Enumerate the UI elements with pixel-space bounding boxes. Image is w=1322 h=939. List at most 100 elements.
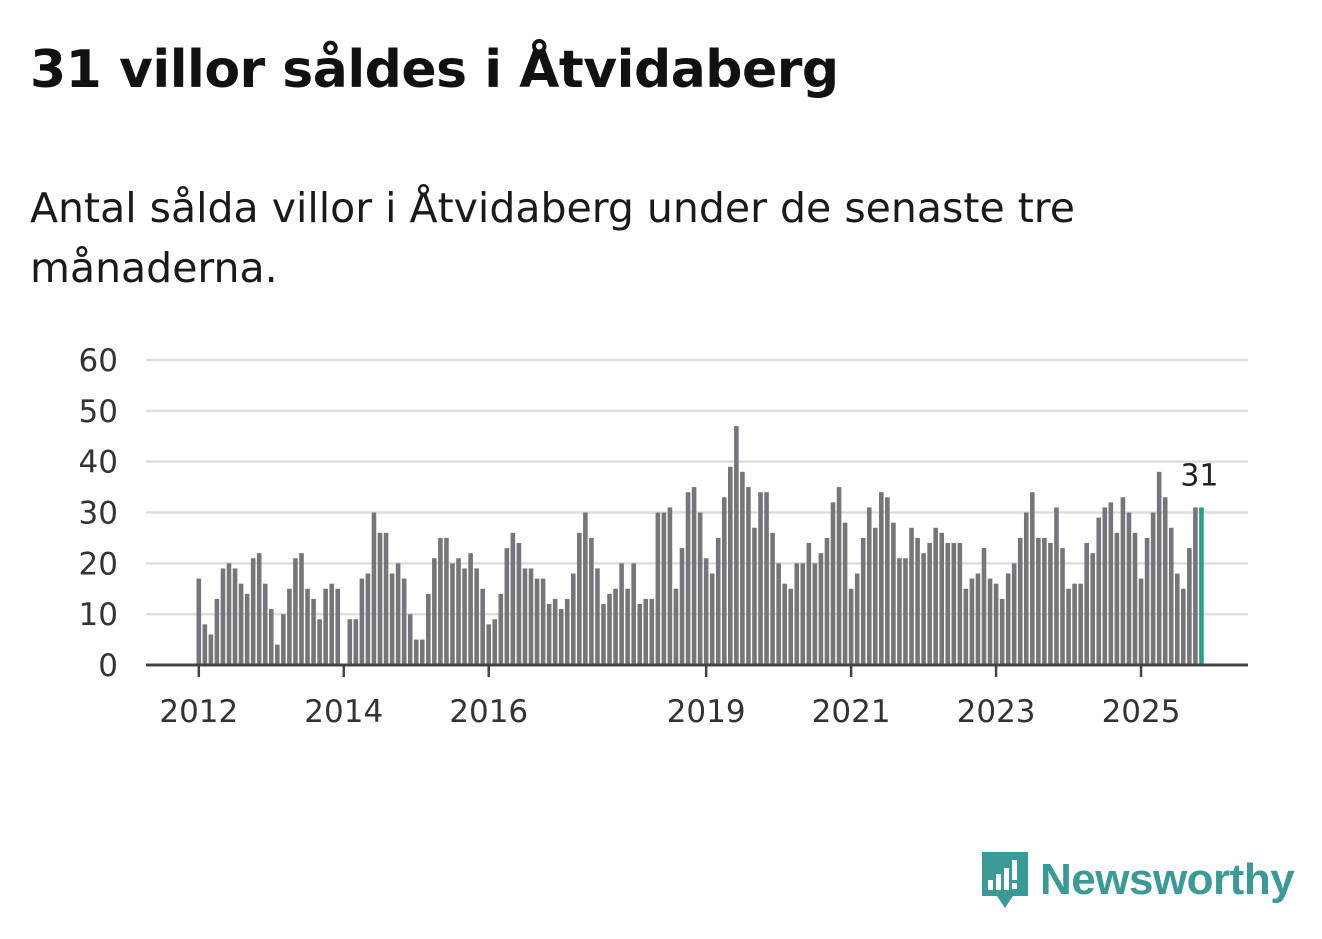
newsworthy-logo: Newsworthy	[980, 850, 1295, 910]
x-tick-label: 2012	[159, 694, 238, 730]
y-tick-label: 50	[79, 394, 118, 430]
bar	[631, 563, 636, 665]
bar	[1084, 543, 1089, 665]
chart-subtitle: Antal sålda villor i Åtvidaberg under de…	[30, 184, 1075, 292]
bar	[709, 573, 715, 665]
x-tick-label: 2016	[449, 694, 528, 730]
y-tick-label: 20	[79, 546, 118, 582]
bar	[643, 598, 649, 665]
bar	[1060, 548, 1065, 665]
bar	[238, 583, 244, 665]
bar	[788, 588, 794, 665]
bar	[486, 624, 492, 665]
bars	[196, 426, 1204, 665]
y-axis-labels: 0 10 20 30 40 50 60	[79, 343, 118, 684]
bar	[885, 497, 890, 665]
x-tick-label: 2021	[812, 694, 891, 730]
bar	[909, 527, 914, 665]
bar	[480, 588, 485, 665]
bar	[981, 548, 987, 665]
bar	[1066, 588, 1071, 665]
bar	[963, 588, 969, 665]
bar	[522, 568, 528, 665]
bar	[607, 593, 612, 665]
bar	[721, 497, 727, 665]
bar	[903, 558, 908, 665]
bar	[1156, 471, 1162, 665]
bar	[383, 532, 389, 665]
x-axis-labels: 2012 2014 2016 2019 2021 2023 2025	[159, 694, 1180, 730]
bar	[1150, 512, 1156, 665]
bar	[516, 543, 522, 665]
bar	[613, 588, 618, 665]
bar	[347, 619, 353, 665]
bar	[462, 568, 467, 665]
bar	[268, 609, 274, 665]
bar	[818, 553, 824, 665]
bar	[951, 543, 957, 665]
bar	[1072, 583, 1077, 665]
bar	[752, 527, 757, 665]
bar	[830, 502, 836, 665]
bar	[546, 604, 552, 665]
bar	[275, 644, 280, 665]
bar	[1017, 537, 1023, 665]
bar	[1108, 502, 1114, 665]
bar	[244, 593, 250, 665]
bar	[1126, 512, 1132, 665]
bar	[583, 512, 588, 665]
y-tick-label: 40	[79, 445, 118, 481]
bar	[776, 563, 781, 665]
bar	[625, 588, 630, 665]
bar	[782, 583, 787, 665]
bar	[667, 507, 673, 665]
bar	[293, 558, 298, 665]
bar	[413, 639, 419, 665]
bar	[510, 532, 516, 665]
bar	[957, 543, 963, 665]
x-tick-label: 2019	[667, 694, 746, 730]
bar	[371, 512, 377, 665]
bar	[939, 532, 945, 665]
bar	[528, 568, 534, 665]
x-tick-label: 2014	[304, 694, 383, 730]
bar	[1042, 537, 1047, 665]
bar	[401, 578, 407, 665]
bar	[419, 639, 425, 665]
bar	[975, 573, 981, 665]
bar	[202, 624, 208, 665]
bar	[595, 568, 600, 665]
bar	[1011, 563, 1017, 665]
last-value-label: 31	[1180, 458, 1218, 493]
bar	[335, 588, 341, 665]
bar	[1048, 543, 1053, 665]
bar	[691, 487, 697, 665]
bar	[450, 563, 455, 665]
bar	[395, 563, 401, 665]
bar	[673, 588, 679, 665]
bar	[1138, 578, 1144, 665]
bar	[377, 532, 383, 665]
bar	[848, 588, 854, 665]
bar	[474, 568, 479, 665]
bar	[444, 537, 449, 665]
bar	[359, 578, 365, 665]
bar	[879, 492, 884, 665]
y-tick-label: 30	[79, 496, 118, 532]
bar	[299, 553, 304, 665]
bar	[697, 512, 703, 665]
bar	[438, 537, 443, 665]
bar	[649, 598, 655, 665]
bar	[534, 578, 540, 665]
bar	[921, 553, 926, 665]
bar	[1187, 548, 1192, 665]
bar	[287, 588, 292, 665]
bar	[897, 558, 902, 665]
bar	[353, 619, 359, 665]
bar	[281, 614, 286, 665]
bar	[220, 568, 226, 665]
bar	[1096, 517, 1102, 665]
bar	[589, 537, 594, 665]
bar	[1162, 497, 1168, 665]
